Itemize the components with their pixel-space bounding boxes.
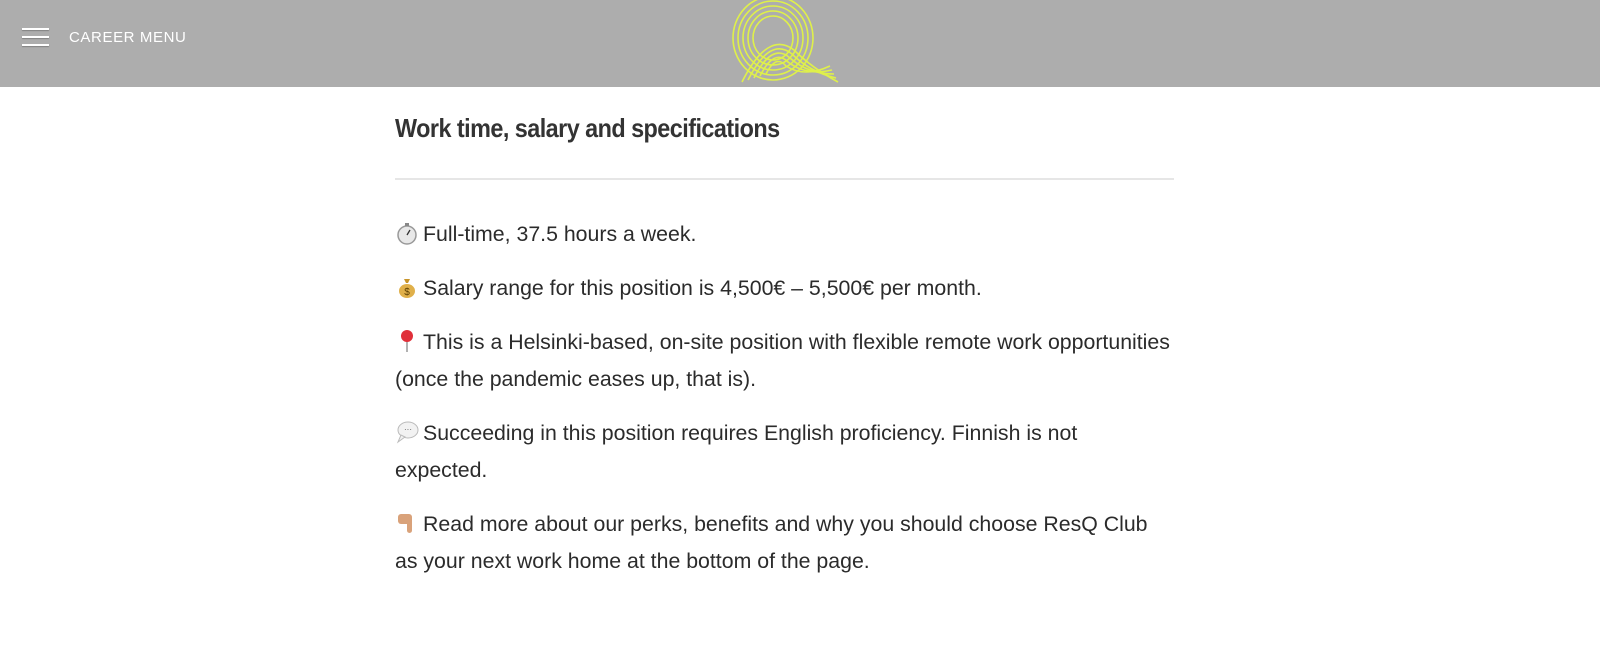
pushpin-icon [401, 330, 413, 352]
stopwatch-icon [397, 223, 417, 245]
list-item: Full-time, 37.5 hours a week. [395, 216, 1174, 253]
top-header: CAREER MENU [0, 0, 1600, 87]
list-item: ··· Succeeding in this position requires … [395, 421, 1078, 482]
list-item: $ Salary range for this position is 4,500… [395, 270, 1174, 307]
list-item: This is a Helsinki-based, on-site positi… [395, 330, 1170, 391]
resq-logo[interactable] [730, 0, 840, 86]
money-bag-icon: $ [399, 279, 415, 298]
pointing-down-hand-icon [398, 514, 412, 533]
section-title: Work time, salary and specifications [395, 113, 780, 143]
career-menu-button[interactable]: CAREER MENU [22, 26, 186, 48]
divider [395, 178, 1174, 180]
speech-bubble-icon: ··· [396, 421, 419, 444]
svg-text:···: ··· [404, 425, 412, 434]
hamburger-icon [22, 26, 49, 48]
career-menu-label: CAREER MENU [69, 28, 187, 46]
svg-text:$: $ [404, 287, 410, 298]
list-item: Read more about our perks, benefits and … [395, 512, 1148, 573]
job-details-section: Work time, salary and specifications Ful… [395, 108, 1174, 597]
